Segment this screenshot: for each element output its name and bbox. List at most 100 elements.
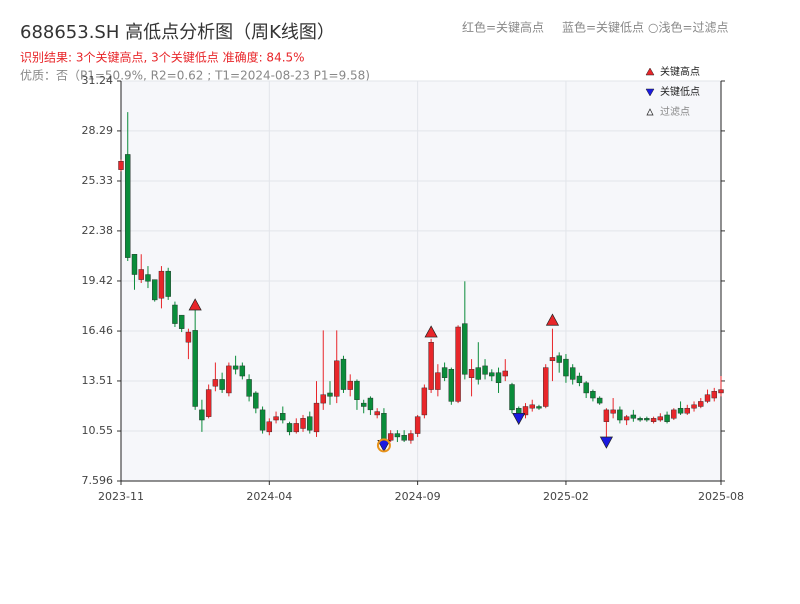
candle-body [522, 406, 529, 416]
candle-body [205, 389, 212, 417]
candle-body [118, 160, 124, 170]
candle-body [313, 402, 320, 433]
candle-body [125, 154, 131, 258]
x-tick-label: 2024-09 [395, 490, 441, 503]
candle-body [637, 418, 643, 421]
candle-body [199, 409, 205, 421]
candle-body [462, 323, 468, 375]
marker [545, 313, 560, 326]
y-tick-label: 31.24 [82, 74, 114, 87]
y-tick-label: 7.596 [82, 474, 114, 487]
header-legend: 红色=关键高点 [462, 20, 544, 35]
candle-body [152, 279, 158, 301]
candle-body [360, 402, 367, 407]
legend-label: 关键高点 [660, 65, 700, 78]
chart-note: 优质：否（P1=50.9%, R2=0.62 ; T1=2024-08-23 P… [20, 69, 370, 83]
candle-body [711, 391, 717, 399]
y-tick-label: 25.33 [82, 174, 114, 187]
candle-body [334, 360, 340, 397]
candle-body [569, 367, 576, 380]
candle-body [617, 409, 623, 421]
candle-body [549, 357, 556, 362]
candle-body [414, 416, 421, 434]
candle-body [178, 314, 185, 329]
candle-body [226, 365, 232, 394]
legend-swatch [645, 67, 655, 76]
candle-body [475, 367, 482, 380]
header-legend: ○浅色=过滤点 [648, 21, 729, 35]
candle-body [320, 394, 326, 404]
candle-body [650, 418, 657, 422]
candle-body [246, 379, 252, 397]
marker [599, 436, 613, 449]
marker [376, 438, 391, 453]
candle-body [232, 365, 239, 370]
candle-body [347, 380, 353, 390]
candle-body [684, 407, 690, 414]
candle-body [145, 274, 151, 282]
candle-body [253, 392, 259, 409]
candle-body [698, 401, 704, 407]
candle-body [596, 397, 603, 404]
candle-body [718, 389, 724, 394]
candle-body [502, 370, 508, 377]
candle-body [273, 416, 279, 421]
candle-body [495, 372, 502, 384]
candle-body [158, 270, 165, 299]
candle-body [455, 326, 461, 402]
candle-body [630, 414, 637, 419]
candle-body [239, 365, 246, 377]
candle-body [307, 416, 313, 431]
x-tick-label: 2025-08 [698, 490, 744, 503]
candle-body [259, 409, 266, 431]
candle-body [516, 407, 522, 414]
legend-label: 关键低点 [660, 85, 700, 98]
candle-body [610, 409, 616, 414]
candle-body [657, 416, 664, 421]
x-tick-label: 2023-11 [98, 490, 144, 503]
marker [424, 325, 438, 338]
legend-label: 过滤点 [660, 105, 690, 118]
candle-body [543, 367, 549, 407]
candle-body [435, 372, 441, 390]
candle-body [468, 369, 475, 378]
candle-body [300, 418, 306, 429]
candle-body [691, 404, 697, 409]
legend-swatch [645, 88, 655, 97]
candle-body [131, 254, 138, 275]
candle-body [280, 413, 286, 421]
candle-body [340, 358, 347, 390]
candle-body [401, 435, 407, 441]
candle-body [441, 367, 448, 378]
candle-body [421, 387, 428, 416]
candle-body [448, 369, 455, 402]
candle-body [482, 365, 488, 375]
candle-body [327, 392, 333, 397]
y-tick-label: 28.29 [82, 124, 114, 137]
candle-body [293, 423, 299, 433]
candle-body [165, 270, 171, 297]
candle-body [138, 269, 144, 280]
candle-body [408, 433, 414, 441]
y-tick-label: 10.55 [82, 424, 114, 437]
legend-swatch [646, 108, 654, 116]
marker [188, 298, 202, 311]
candle-body [219, 379, 225, 390]
candle-body [590, 391, 596, 399]
candle-body [428, 342, 434, 390]
candle-body [509, 384, 515, 411]
y-tick-label: 16.46 [82, 324, 114, 337]
candle-body [367, 397, 374, 411]
candle-body [644, 418, 650, 421]
candle-body [212, 379, 219, 387]
marker [512, 412, 526, 426]
candle-body [172, 304, 178, 324]
candle-body [286, 423, 293, 433]
chart-title: 688653.SH 高低点分析图（周K线图） [20, 22, 335, 43]
candle-body [529, 404, 535, 409]
candle-body [387, 433, 394, 441]
chart-subtitle: 识别结果: 3个关键高点, 3个关键低点 准确度: 84.5% [20, 50, 305, 65]
candle-body [489, 372, 495, 377]
candle-body [192, 330, 198, 407]
